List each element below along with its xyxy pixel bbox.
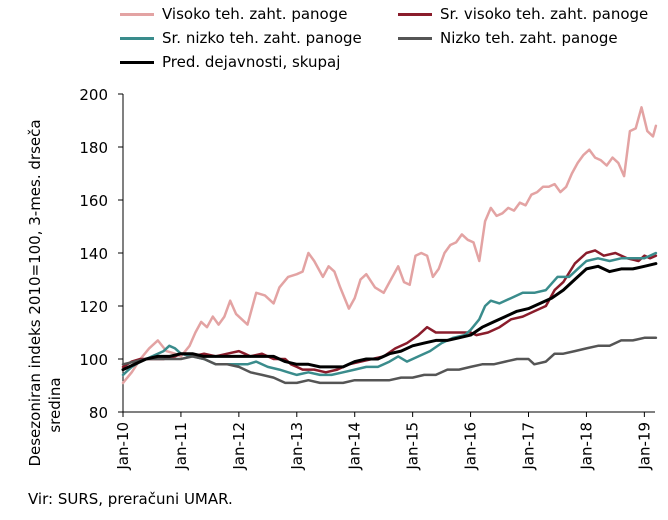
- y-tick-label: 80: [89, 404, 108, 422]
- legend-swatch: [120, 36, 154, 40]
- legend-item-sr-visoko: Sr. visoko teh. zaht. panoge: [398, 4, 648, 24]
- chart-labels: 80 100 120 140 160 180 200 Jan-10 Jan-11 Jan-12 Ja…: [26, 86, 653, 471]
- x-tick-label: Jan-17: [520, 422, 538, 471]
- x-tick-label: Jan-11: [172, 422, 190, 471]
- x-tick-label: Jan-19: [635, 422, 653, 471]
- x-tick-label: Jan-13: [288, 422, 306, 471]
- x-tick-label: Jan-18: [577, 422, 595, 471]
- legend-swatch: [398, 36, 432, 40]
- series-line-nizko-teh-zaht-panoge: [121, 336, 658, 385]
- legend-item-sr-nizko: Sr. nizko teh. zaht. panoge: [120, 28, 362, 48]
- x-tick-label: Jan-16: [462, 422, 480, 471]
- chart-axes: [118, 93, 655, 417]
- x-tick-label: Jan-12: [230, 422, 248, 471]
- legend-label: Pred. dejavnosti, skupaj: [162, 53, 341, 71]
- legend-label: Sr. visoko teh. zaht. panoge: [440, 5, 649, 23]
- y-tick-label: 180: [79, 139, 108, 157]
- legend-item-visoko: Visoko teh. zaht. panoge: [120, 4, 347, 24]
- legend-label: Sr. nizko teh. zaht. panoge: [162, 29, 362, 47]
- legend-swatch: [120, 12, 154, 16]
- chart-series-layer: [121, 106, 658, 385]
- x-tick-label: Jan-14: [346, 422, 364, 471]
- y-tick-label: 140: [79, 245, 108, 263]
- y-tick-label: 100: [79, 351, 108, 369]
- x-tick-label: Jan-10: [114, 422, 132, 471]
- y-tick-label: 120: [79, 298, 108, 316]
- y-tick-label: 160: [79, 192, 108, 210]
- series-line-pred-dejavnosti-skupaj: [121, 262, 658, 372]
- source-note: Vir: SURS, preračuni UMAR.: [28, 490, 233, 508]
- legend-swatch: [120, 60, 154, 64]
- legend-label: Nizko teh. zaht. panoge: [440, 29, 618, 47]
- legend-item-nizko: Nizko teh. zaht. panoge: [398, 28, 618, 48]
- x-tick-label: Jan-15: [404, 422, 422, 471]
- legend-label: Visoko teh. zaht. panoge: [162, 5, 348, 23]
- legend-item-skupaj: Pred. dejavnosti, skupaj: [120, 52, 340, 72]
- legend-swatch: [398, 12, 432, 16]
- y-axis-label: Desezoniran indeks 2010=100, 3-mes. drse…: [26, 119, 64, 466]
- y-tick-label: 200: [79, 86, 108, 104]
- series-line-visoko-teh-zaht-panoge: [121, 106, 658, 385]
